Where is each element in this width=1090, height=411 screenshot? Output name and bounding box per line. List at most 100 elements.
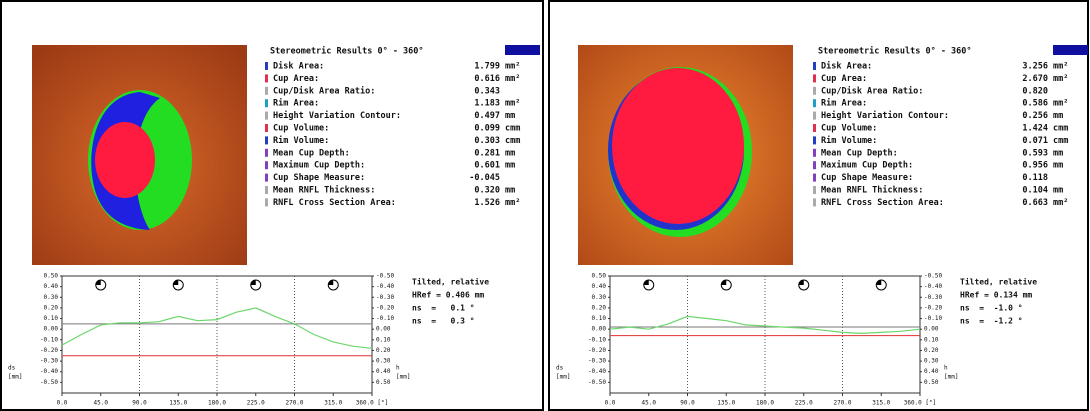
y2-tick-label: -0.30	[924, 294, 942, 301]
y-tick-label: -0.30	[40, 358, 58, 365]
result-unit: mm	[505, 161, 515, 171]
y-tick-label: 0.20	[592, 304, 607, 311]
results-title: Stereometric Results 0° - 360°	[818, 46, 972, 57]
result-value: 0.593	[1022, 148, 1048, 158]
result-value: 0.956	[1022, 161, 1048, 171]
result-label: Height Variation Contour:	[273, 110, 401, 121]
y-axis-label: [mm]	[556, 374, 570, 381]
result-value: 1.183	[474, 99, 500, 109]
x-tick-label: 180.0	[208, 400, 226, 407]
y2-axis-label: [mm]	[396, 374, 410, 381]
y2-tick-label: 0.20	[376, 347, 391, 354]
graph-info: HRef = 0.134 mm	[960, 291, 1032, 300]
result-label: Cup Shape Measure:	[273, 173, 365, 183]
y2-tick-label: -0.50	[376, 273, 394, 280]
result-unit: mm²	[1053, 198, 1068, 208]
sector-icon	[251, 280, 256, 285]
x-tick-label: 135.0	[169, 400, 187, 407]
y2-tick-label: -0.40	[924, 283, 942, 290]
y-tick-label: 0.00	[44, 326, 59, 333]
result-label: Maximum Cup Depth:	[273, 160, 365, 171]
result-label: Mean RNFL Thickness:	[273, 185, 375, 196]
result-label: Rim Area:	[273, 98, 319, 109]
y2-tick-label: -0.10	[376, 315, 394, 322]
graph-info: Tilted, relative	[412, 277, 489, 287]
x-tick-label: 45.0	[94, 400, 109, 407]
y-tick-label: 0.20	[44, 304, 59, 311]
y2-tick-label: 0.30	[376, 358, 391, 365]
x-tick-label: 180.0	[756, 400, 774, 407]
result-unit: cmm	[505, 124, 520, 134]
y2-tick-label: 0.50	[376, 379, 391, 386]
result-label: Disk Area:	[821, 61, 872, 72]
row-marker	[265, 161, 268, 169]
y2-tick-label: 0.00	[376, 326, 391, 333]
result-unit: mm²	[505, 74, 520, 84]
row-marker	[265, 198, 268, 206]
row-marker	[265, 186, 268, 194]
result-value: 0.320	[474, 186, 500, 196]
y-tick-label: -0.30	[588, 358, 606, 365]
graph-info: ns = 0.3 °	[412, 317, 475, 326]
x-tick-label: 135.0	[717, 400, 735, 407]
result-label: Disk Area:	[273, 61, 324, 72]
y2-tick-label: 0.50	[924, 379, 939, 386]
y2-tick-label: -0.30	[376, 294, 394, 301]
y2-tick-label: 0.40	[924, 368, 939, 375]
row-marker	[265, 99, 268, 107]
result-unit: mm²	[505, 62, 520, 72]
sector-icon	[328, 280, 333, 285]
result-label: Height Variation Contour:	[821, 110, 949, 121]
result-unit: mm²	[1053, 99, 1068, 109]
graph-info: ns = 0.1 °	[412, 304, 475, 313]
result-label: Mean Cup Depth:	[821, 148, 898, 158]
y2-tick-label: -0.40	[376, 283, 394, 290]
row-marker	[813, 186, 816, 194]
result-unit: cmm	[1053, 136, 1068, 146]
result-unit: mm	[1053, 148, 1063, 158]
row-marker	[813, 149, 816, 157]
result-value: 0.281	[474, 148, 500, 158]
sector-icon	[96, 280, 101, 285]
result-value: 1.526	[474, 198, 500, 208]
row-marker	[265, 136, 268, 144]
graph-info: ns = -1.0 °	[960, 304, 1023, 313]
x-tick-label: 225.0	[247, 400, 265, 407]
result-label: Mean RNFL Thickness:	[821, 185, 923, 196]
y-tick-label: -0.20	[40, 347, 58, 354]
y-tick-label: -0.50	[40, 379, 58, 386]
row-marker	[813, 62, 816, 70]
y-tick-label: -0.40	[588, 368, 606, 375]
y-tick-label: -0.10	[40, 336, 58, 343]
result-label: Rim Area:	[821, 98, 867, 109]
result-unit: mm	[505, 148, 515, 158]
y2-tick-label: 0.30	[924, 358, 939, 365]
y-tick-label: 0.10	[44, 315, 59, 322]
row-marker	[813, 198, 816, 206]
result-unit: mm	[505, 111, 515, 121]
sector-icon	[644, 280, 649, 285]
sector-icon	[173, 280, 178, 285]
y-tick-label: -0.10	[588, 336, 606, 343]
result-value: 0.343	[474, 86, 500, 96]
result-value: 0.118	[1022, 173, 1048, 183]
y2-tick-label: -0.20	[924, 304, 942, 311]
fundus-image	[578, 45, 793, 265]
y2-tick-label: 0.10	[376, 336, 391, 343]
result-label: Mean Cup Depth:	[273, 148, 350, 158]
y2-tick-label: -0.50	[924, 273, 942, 280]
x-tick-label: 225.0	[795, 400, 813, 407]
result-label: RNFL Cross Section Area:	[273, 197, 396, 208]
result-value: 3.256	[1022, 62, 1048, 72]
report-screen: Stereometric Results 0° - 360° Disk Area:…	[0, 0, 1090, 411]
result-label: Cup Volume:	[273, 124, 329, 134]
result-value: 1.799	[474, 62, 500, 72]
result-value: 1.424	[1022, 124, 1048, 134]
result-unit: mm²	[505, 99, 520, 109]
row-marker	[265, 112, 268, 120]
row-marker	[265, 124, 268, 132]
result-label: Cup/Disk Area Ratio:	[821, 85, 923, 96]
result-value: 0.104	[1022, 186, 1048, 196]
y-tick-label: 0.30	[44, 294, 59, 301]
y2-tick-label: 0.10	[924, 336, 939, 343]
